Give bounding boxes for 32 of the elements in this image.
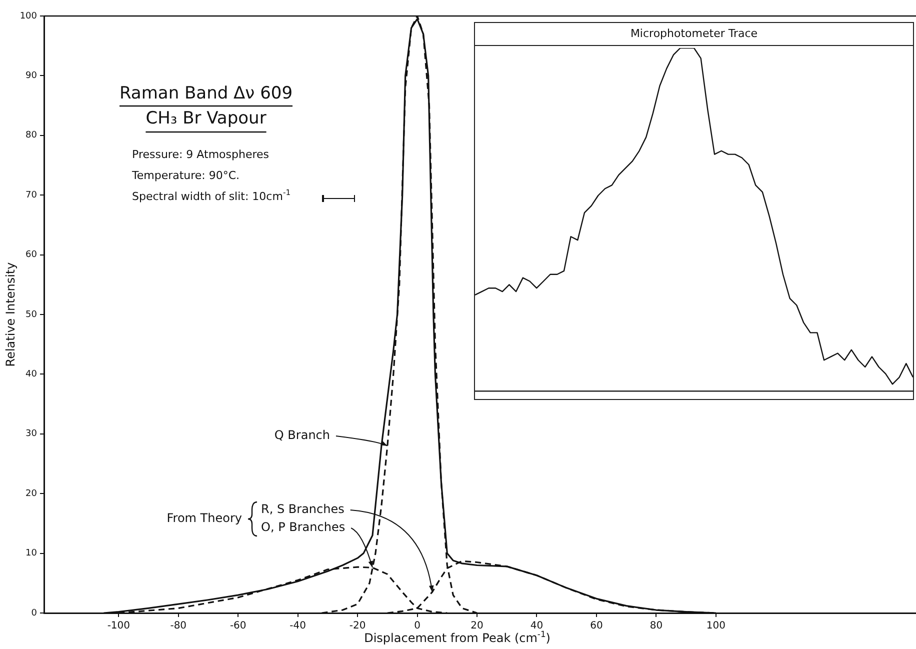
y-tick-label: 90 bbox=[26, 71, 38, 82]
annotation: Temperature: 90°C. bbox=[131, 168, 240, 182]
annotation: Q Branch bbox=[274, 428, 330, 442]
annotation: O, P Branches bbox=[261, 520, 346, 534]
x-tick-label: 20 bbox=[470, 620, 484, 632]
annotation: Pressure: 9 Atmospheres bbox=[132, 148, 270, 161]
y-tick-label: 0 bbox=[31, 608, 38, 618]
text: Raman Band Δν 609 bbox=[119, 83, 293, 104]
y-tick-label: 80 bbox=[26, 130, 38, 141]
y-tick-label: 30 bbox=[26, 429, 38, 440]
annotation: From Theory bbox=[166, 511, 242, 526]
x-tick-label: -60 bbox=[230, 620, 246, 632]
x-tick-label: -80 bbox=[170, 620, 187, 632]
text: CH₃ Br Vapour bbox=[146, 108, 266, 128]
x-tick-label: 100 bbox=[706, 620, 726, 632]
y-tick-label: 10 bbox=[26, 548, 38, 559]
x-tick-label: -20 bbox=[349, 620, 366, 632]
annotation: R, S Branches bbox=[261, 502, 344, 516]
y-tick-label: 40 bbox=[26, 370, 38, 380]
x-tick-label: 0 bbox=[414, 620, 420, 632]
y-tick-label: 20 bbox=[26, 488, 38, 499]
x-tick-label: -100 bbox=[107, 620, 130, 632]
x-tick-label: 40 bbox=[530, 620, 544, 632]
y-axis-title: Relative Intensity bbox=[3, 262, 18, 367]
chart-title: Microphotometer Trace bbox=[475, 23, 913, 46]
x-tick-label: 60 bbox=[590, 620, 603, 632]
x-tick-label: -40 bbox=[290, 620, 306, 632]
y-tick-label: 100 bbox=[20, 11, 38, 22]
x-tick-label: 80 bbox=[650, 620, 663, 632]
y-tick-label: 70 bbox=[26, 190, 38, 200]
y-tick-label: 50 bbox=[26, 310, 38, 320]
y-tick-label: 60 bbox=[26, 250, 38, 260]
